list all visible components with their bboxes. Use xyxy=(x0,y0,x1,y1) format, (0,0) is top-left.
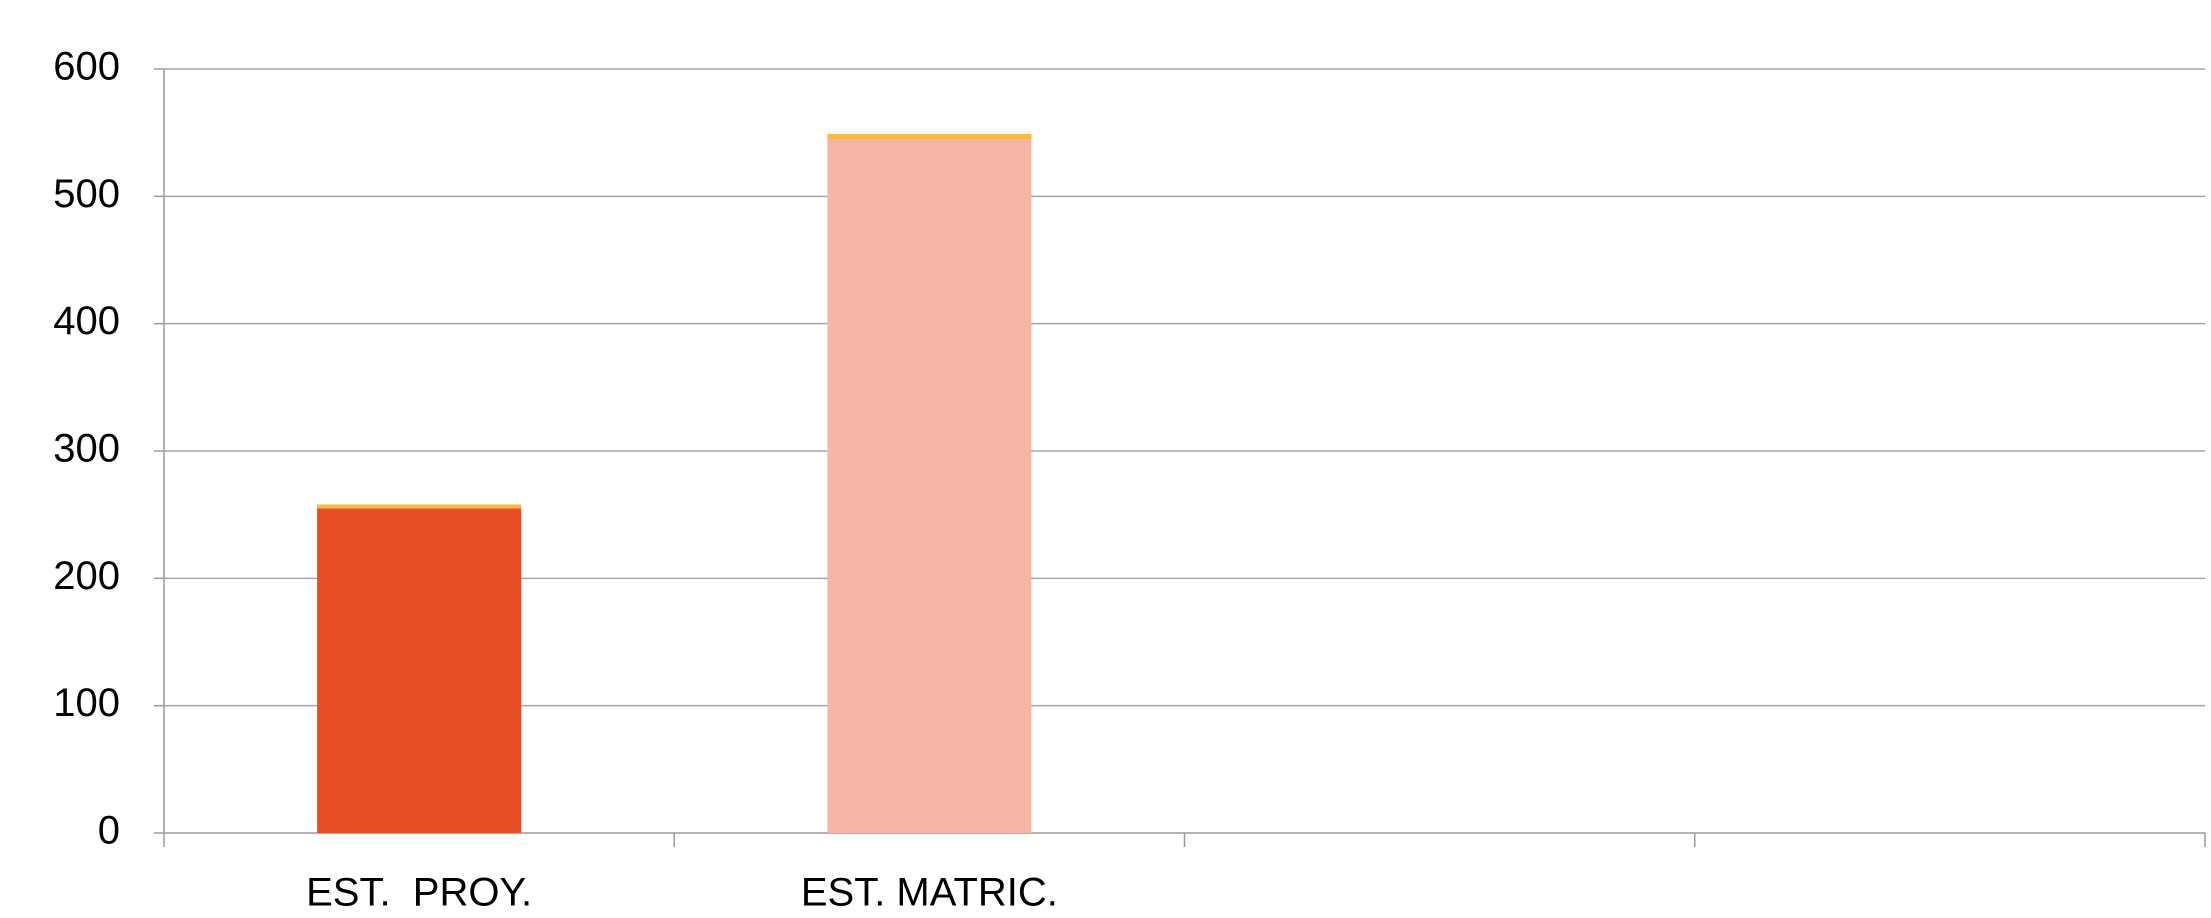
y-tick-label: 300 xyxy=(53,427,120,471)
y-tick-label: 500 xyxy=(53,172,120,216)
bar-segment xyxy=(317,504,522,509)
y-tick-label: 0 xyxy=(98,809,120,853)
y-tick-label: 400 xyxy=(53,299,120,343)
x-tick-label: EST. MATRIC. xyxy=(801,871,1058,915)
x-tick-label: EST. PROY. xyxy=(306,871,532,915)
y-tick-label: 600 xyxy=(53,45,120,89)
bar-segment xyxy=(827,133,1032,140)
y-tick-label: 100 xyxy=(53,681,120,725)
bar-segment xyxy=(827,139,1032,834)
bar-segment xyxy=(317,508,522,833)
y-tick-label: 200 xyxy=(53,554,120,598)
